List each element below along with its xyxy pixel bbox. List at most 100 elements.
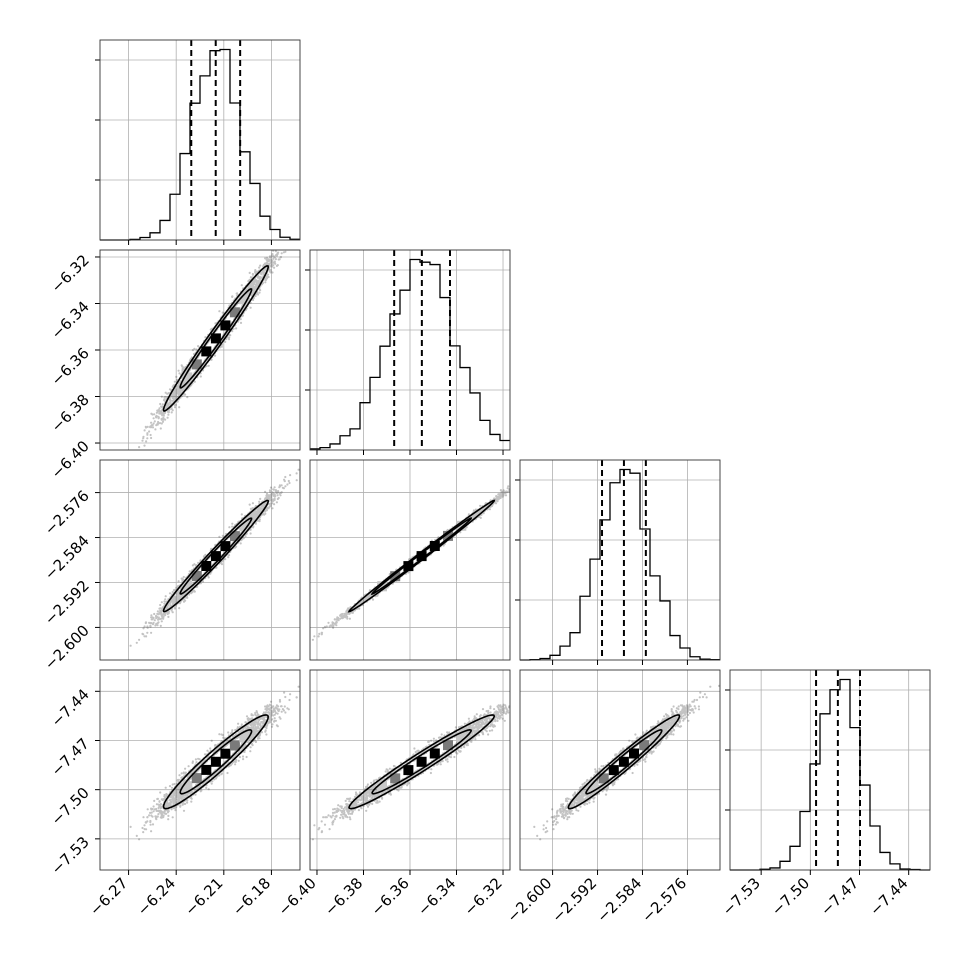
sample-point bbox=[275, 491, 278, 494]
sample-point bbox=[268, 259, 271, 262]
sample-point bbox=[228, 526, 231, 529]
sample-point bbox=[171, 602, 174, 605]
sample-point bbox=[153, 619, 156, 622]
sample-point bbox=[154, 428, 157, 431]
sample-point bbox=[159, 624, 162, 628]
sample-point bbox=[252, 286, 255, 289]
sample-point bbox=[269, 270, 272, 274]
sample-point bbox=[184, 386, 187, 389]
sample-point bbox=[143, 444, 146, 447]
sample-point bbox=[175, 378, 179, 381]
sample-point bbox=[171, 385, 174, 388]
sample-point bbox=[245, 288, 248, 291]
sample-point bbox=[248, 271, 251, 274]
sample-point bbox=[273, 499, 276, 502]
sample-point bbox=[207, 364, 210, 367]
sample-point bbox=[178, 602, 182, 605]
sample-point bbox=[159, 427, 162, 430]
density-cell bbox=[229, 531, 240, 542]
sample-point bbox=[180, 388, 183, 392]
sample-point bbox=[254, 271, 257, 274]
histogram-panel-1 bbox=[305, 249, 511, 455]
sample-point bbox=[172, 392, 175, 395]
sample-point bbox=[143, 429, 146, 432]
sample-point bbox=[228, 336, 231, 339]
sample-point bbox=[159, 607, 162, 610]
sample-point bbox=[163, 396, 166, 399]
sample-point bbox=[161, 413, 164, 417]
sample-point bbox=[271, 253, 274, 256]
sample-point bbox=[276, 494, 279, 497]
sample-point bbox=[269, 490, 272, 493]
sample-point bbox=[255, 282, 258, 285]
sample-point bbox=[277, 258, 280, 261]
sample-point bbox=[155, 416, 158, 419]
sample-point bbox=[162, 411, 165, 414]
sample-point bbox=[295, 479, 298, 482]
sample-point bbox=[210, 358, 213, 361]
sample-point bbox=[166, 612, 169, 615]
sample-point bbox=[167, 403, 170, 406]
sample-point bbox=[174, 395, 177, 398]
sample-point bbox=[150, 614, 153, 617]
sample-point bbox=[276, 497, 279, 501]
sample-point bbox=[259, 277, 262, 280]
sample-point bbox=[270, 255, 273, 258]
sample-point bbox=[250, 282, 253, 285]
sample-point bbox=[167, 403, 170, 406]
sample-point bbox=[174, 391, 177, 394]
histogram-panel-0 bbox=[95, 39, 301, 245]
sample-point bbox=[247, 286, 250, 289]
sample-point bbox=[204, 336, 207, 339]
sample-point bbox=[256, 292, 259, 295]
sample-point bbox=[325, 625, 328, 628]
sample-point bbox=[179, 390, 182, 393]
sample-point bbox=[328, 625, 331, 628]
sample-point bbox=[167, 404, 170, 408]
sample-point bbox=[177, 385, 180, 388]
sample-point bbox=[182, 575, 185, 579]
sample-point bbox=[271, 271, 274, 274]
sample-point bbox=[176, 391, 179, 394]
sample-point bbox=[273, 261, 276, 264]
sample-point bbox=[155, 424, 158, 427]
sample-point bbox=[265, 496, 268, 499]
sample-point bbox=[269, 269, 272, 272]
sample-point bbox=[146, 625, 149, 628]
sample-point bbox=[175, 586, 178, 589]
sample-point bbox=[170, 411, 173, 414]
sample-point bbox=[141, 632, 144, 636]
sample-point bbox=[274, 262, 277, 265]
sample-point bbox=[173, 404, 176, 407]
sample-point bbox=[149, 625, 152, 628]
sample-point bbox=[248, 503, 251, 506]
sample-point bbox=[269, 497, 272, 500]
sample-point bbox=[171, 393, 174, 396]
sample-point bbox=[172, 397, 175, 400]
sample-point bbox=[163, 398, 166, 401]
sample-point bbox=[267, 275, 270, 279]
sample-point bbox=[275, 264, 278, 267]
sample-point bbox=[146, 432, 149, 435]
sample-point bbox=[157, 415, 160, 418]
sample-point bbox=[151, 426, 155, 429]
sample-point bbox=[227, 554, 231, 557]
sample-point bbox=[175, 389, 178, 392]
sample-point bbox=[181, 369, 184, 372]
sample-point bbox=[243, 290, 246, 294]
sample-point bbox=[218, 535, 221, 538]
sample-point bbox=[240, 513, 243, 516]
sample-point bbox=[166, 404, 169, 407]
sample-point bbox=[248, 278, 251, 281]
sample-point bbox=[348, 617, 351, 620]
sample-point bbox=[163, 412, 166, 415]
histogram-step-0 bbox=[100, 48, 300, 241]
sample-point bbox=[167, 392, 171, 395]
sample-point bbox=[284, 475, 287, 479]
sample-point bbox=[162, 615, 165, 618]
sample-point bbox=[253, 280, 257, 283]
sample-point bbox=[148, 621, 151, 624]
sample-point bbox=[220, 563, 224, 566]
sample-point bbox=[249, 284, 252, 287]
sample-point bbox=[331, 625, 334, 628]
